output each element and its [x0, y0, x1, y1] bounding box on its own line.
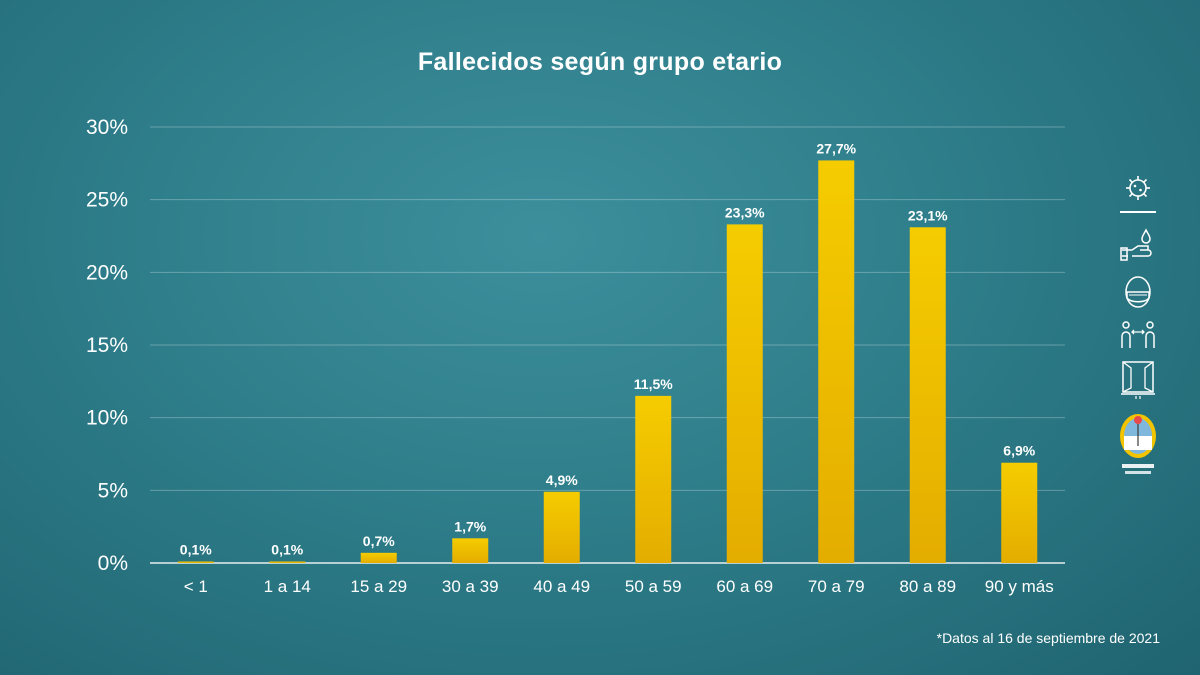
x-tick-label: 50 a 59: [625, 577, 682, 596]
y-tick-label: 15%: [86, 334, 128, 357]
bar: [635, 395, 672, 563]
footnote: *Datos al 16 de septiembre de 2021: [936, 630, 1160, 646]
bar-value-label: 6,9%: [1003, 443, 1035, 459]
bar-value-label: 23,1%: [908, 207, 948, 223]
social-distance-icon: [1121, 321, 1155, 348]
face-mask-icon: [1125, 276, 1151, 308]
y-tick-label: 0%: [98, 552, 128, 575]
x-tick-label: 90 y más: [985, 577, 1054, 596]
x-tick-label: 60 a 69: [716, 577, 773, 596]
bar: [452, 538, 489, 563]
mendoza-coat-of-arms-logo: [1120, 414, 1156, 474]
value-labels: 0,1% 0,1% 0,7% 1,7% 4,9% 11,5% 23,3% 27,7% 23,1%…: [180, 140, 1036, 557]
bar-value-label: 0,1%: [180, 542, 212, 558]
x-tick-label: 70 a 79: [808, 577, 865, 596]
hand-washing-icon: [1120, 228, 1152, 261]
bar-value-label: 11,5%: [634, 376, 673, 392]
y-tick-label: 20%: [86, 261, 128, 284]
y-axis-ticks: 0% 5% 10% 15% 20% 25% 30%: [86, 116, 128, 575]
bar: [818, 160, 855, 563]
y-tick-label: 30%: [86, 116, 128, 139]
x-tick-label: 1 a 14: [264, 577, 311, 596]
bar: [269, 561, 306, 563]
bar-value-label: 0,7%: [363, 533, 395, 549]
bar-value-label: 1,7%: [454, 518, 486, 534]
bars: [177, 160, 1038, 563]
x-tick-label: < 1: [184, 577, 208, 596]
bar: [1001, 462, 1038, 563]
virus-icon: [1120, 176, 1156, 213]
bar-value-label: 0,1%: [271, 542, 303, 558]
bar-value-label: 4,9%: [546, 472, 578, 488]
side-icon-strip: [1110, 170, 1166, 486]
bar: [909, 227, 946, 563]
bar: [726, 224, 763, 563]
y-tick-label: 5%: [98, 479, 128, 502]
bar-value-label: 27,7%: [816, 140, 856, 156]
bar: [177, 561, 214, 563]
y-tick-label: 10%: [86, 407, 128, 430]
bar: [543, 491, 580, 563]
x-tick-label: 30 a 39: [442, 577, 499, 596]
x-tick-label: 80 a 89: [899, 577, 956, 596]
y-tick-label: 25%: [86, 189, 128, 212]
x-tick-label: 15 a 29: [350, 577, 407, 596]
chart-title: Fallecidos según grupo etario: [417, 48, 783, 76]
x-tick-label: 40 a 49: [533, 577, 590, 596]
bar: [360, 552, 397, 563]
window-ventilation-icon: [1121, 361, 1155, 399]
x-axis-ticks: < 1 1 a 14 15 a 29 30 a 39 40 a 49 50 a 59 60 …: [184, 577, 1054, 596]
bar-value-label: 23,3%: [725, 204, 765, 220]
